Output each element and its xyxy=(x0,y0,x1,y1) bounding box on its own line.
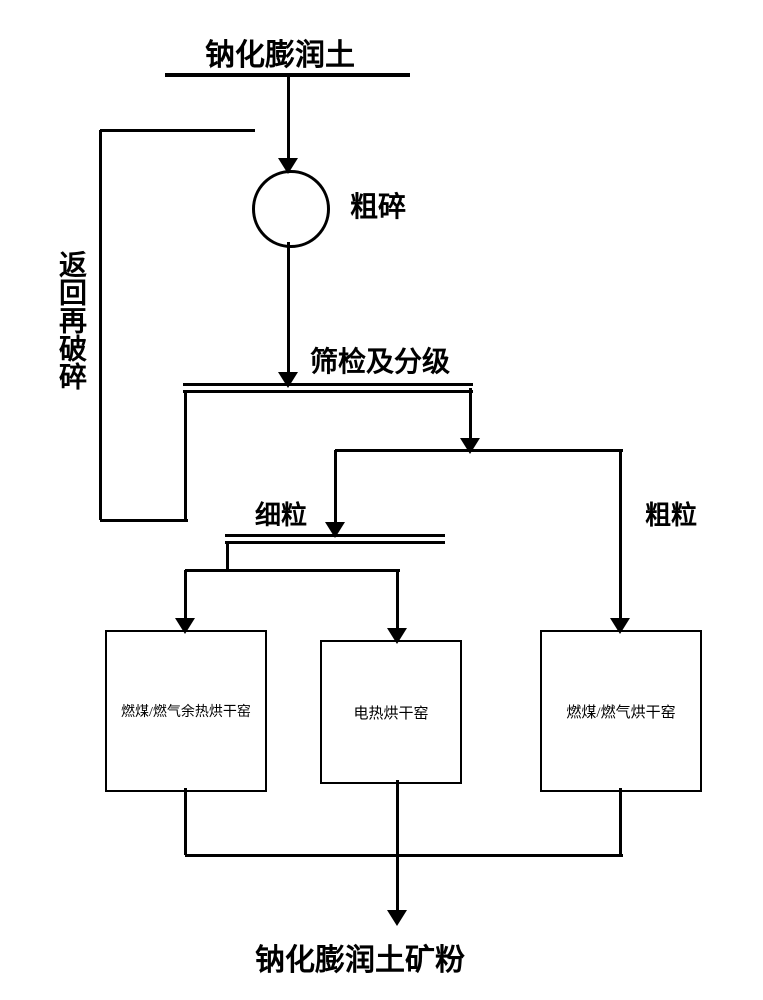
box-electric-kiln-label: 电热烘干窑 xyxy=(353,702,428,723)
edge-segment xyxy=(185,854,623,857)
box-coal-gas-kiln: 燃煤/燃气烘干窑 xyxy=(540,630,702,792)
arrow-icon xyxy=(175,618,195,634)
edge-segment xyxy=(226,541,229,570)
edge-segment xyxy=(287,73,290,170)
edge-segment xyxy=(619,788,622,855)
label-coarse-particle: 粗粒 xyxy=(645,495,697,532)
box-electric-kiln: 电热烘干窑 xyxy=(320,640,462,784)
edge-segment xyxy=(184,788,187,855)
edge-segment xyxy=(184,393,187,520)
box-coal-gas-kiln-label: 燃煤/燃气烘干窑 xyxy=(566,701,675,722)
label-coarse-crush: 粗碎 xyxy=(350,185,406,225)
edge-segment xyxy=(396,780,399,855)
arrow-icon xyxy=(325,522,345,538)
edge-segment xyxy=(619,450,622,630)
box-coal-gas-waste-heat-kiln-label: 燃煤/燃气余热烘干窑 xyxy=(121,701,251,721)
label-fine-particle: 细粒 xyxy=(255,495,307,532)
edge-segment xyxy=(99,130,102,520)
title-text: 钠化膨润土 xyxy=(205,30,355,74)
arrow-icon xyxy=(460,438,480,454)
flowchart-canvas: 钠化膨润土粗碎筛检及分级 返回再破碎细粒 粗粒钠化膨润土矿粉 燃煤/燃气余热烘干窑 电热… xyxy=(0,0,763,1000)
label-return-recrush: 返回再破碎 xyxy=(50,250,90,390)
edge-segment xyxy=(100,129,255,132)
arrow-icon xyxy=(387,910,407,926)
arrow-icon xyxy=(278,372,298,388)
screen-bar xyxy=(183,383,473,393)
edge-segment xyxy=(287,242,290,383)
coarse-crush-circle xyxy=(252,170,330,248)
arrow-icon xyxy=(278,158,298,174)
edge-segment xyxy=(100,519,188,522)
label-output: 钠化膨润土矿粉 xyxy=(255,935,465,979)
arrow-icon xyxy=(610,618,630,634)
box-coal-gas-waste-heat-kiln: 燃煤/燃气余热烘干窑 xyxy=(105,630,267,792)
label-screen-classify: 筛检及分级 xyxy=(310,340,450,380)
arrow-icon xyxy=(387,628,407,644)
edge-segment xyxy=(185,569,400,572)
